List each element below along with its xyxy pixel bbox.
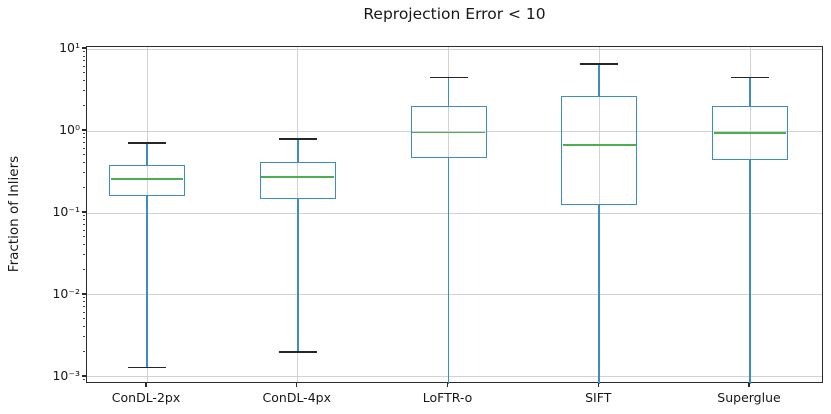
whisker-cap-low [278, 351, 317, 354]
y-minor-tick [83, 236, 86, 238]
y-minor-tick [83, 162, 86, 164]
x-tick-mark [748, 383, 750, 387]
y-minor-tick [83, 254, 86, 256]
whisker-cap-high [278, 138, 317, 140]
median-line [261, 176, 335, 178]
y-major-tick [81, 375, 86, 377]
y-minor-tick [83, 154, 86, 156]
box-rect [410, 106, 487, 158]
y-minor-tick [83, 172, 86, 174]
h-gridline [87, 48, 822, 50]
median-line [110, 178, 184, 180]
median-line [713, 132, 787, 134]
y-minor-tick [83, 229, 86, 231]
y-major-tick [81, 211, 86, 213]
x-tick-label-SIFT: SIFT [585, 390, 612, 405]
y-minor-tick [83, 318, 86, 320]
y-minor-tick [83, 142, 86, 144]
y-tick-label: 10¹ [59, 40, 80, 56]
y-tick-label: 10⁻² [52, 285, 80, 301]
y-minor-tick [83, 51, 86, 53]
whisker-upper [296, 138, 299, 162]
whisker-lower [749, 160, 751, 384]
x-tick-mark [296, 383, 298, 387]
whisker-upper [598, 63, 601, 97]
h-gridline [87, 130, 822, 132]
median-line [562, 144, 636, 146]
y-minor-tick [83, 224, 86, 226]
box-LoFTR-o [87, 47, 822, 384]
box-ConDL-2px [87, 47, 822, 382]
y-minor-tick [83, 219, 86, 221]
x-tick-mark [446, 383, 449, 387]
y-minor-tick [83, 336, 86, 338]
whisker-cap-low [128, 366, 166, 369]
h-gridline [87, 376, 822, 378]
whisker-cap-high [429, 76, 468, 79]
y-minor-tick [83, 80, 86, 82]
whisker-cap-high [580, 62, 619, 65]
whisker-cap-high [731, 76, 769, 79]
y-tick-label: 10⁻¹ [52, 204, 80, 219]
y-minor-tick [83, 301, 86, 303]
y-major-tick [81, 47, 86, 49]
y-minor-tick [83, 326, 86, 328]
whisker-upper [146, 142, 148, 165]
y-minor-tick [83, 133, 86, 135]
y-minor-tick [83, 104, 86, 106]
y-minor-tick [83, 297, 86, 299]
whisker-lower [146, 196, 148, 368]
y-minor-tick [83, 306, 86, 308]
x-tick-mark [145, 383, 147, 387]
box-SIFT [87, 47, 822, 384]
y-minor-tick [83, 350, 86, 352]
whisker-lower [598, 205, 601, 384]
y-minor-tick [83, 268, 86, 270]
h-gridline [87, 212, 822, 214]
x-tick-mark [597, 383, 599, 387]
h-gridline [87, 294, 822, 296]
whisker-upper [447, 77, 450, 107]
whisker-lower [447, 157, 450, 384]
y-major-tick [81, 293, 86, 295]
y-axis-label: Fraction of Inliers [6, 155, 22, 273]
y-minor-tick [83, 72, 86, 74]
y-minor-tick [83, 244, 86, 246]
x-tick-label-Superglue: Superglue [717, 390, 781, 405]
median-line [412, 131, 485, 134]
x-tick-label-ConDL-2px: ConDL-2px [111, 390, 181, 405]
y-minor-tick [83, 215, 86, 217]
y-minor-tick [83, 65, 86, 67]
y-tick-label: 10⁻³ [52, 367, 80, 383]
box-rect [712, 106, 788, 161]
whisker-upper [749, 77, 751, 107]
x-tick-label-LoFTR-o: LoFTR-o [422, 390, 473, 405]
plot-area [86, 46, 823, 384]
y-minor-tick [83, 379, 86, 381]
y-minor-tick [83, 147, 86, 149]
y-minor-tick [83, 137, 86, 139]
y-minor-tick [83, 55, 86, 57]
chart-title: Reprojection Error < 10 [363, 5, 546, 23]
y-tick-label: 10⁰ [59, 122, 80, 138]
box-rect [109, 164, 185, 197]
box-ConDL-4px [87, 47, 822, 382]
x-tick-label-ConDL-4px: ConDL-4px [262, 390, 331, 405]
whisker-cap-high [128, 141, 166, 144]
y-minor-tick [83, 90, 86, 92]
box-rect [259, 161, 336, 199]
y-minor-tick [83, 311, 86, 313]
y-minor-tick [83, 186, 86, 188]
y-minor-tick [83, 60, 86, 62]
box-rect [561, 96, 638, 206]
whisker-lower [296, 198, 299, 353]
y-major-tick [81, 129, 86, 131]
box-Superglue [87, 47, 822, 384]
